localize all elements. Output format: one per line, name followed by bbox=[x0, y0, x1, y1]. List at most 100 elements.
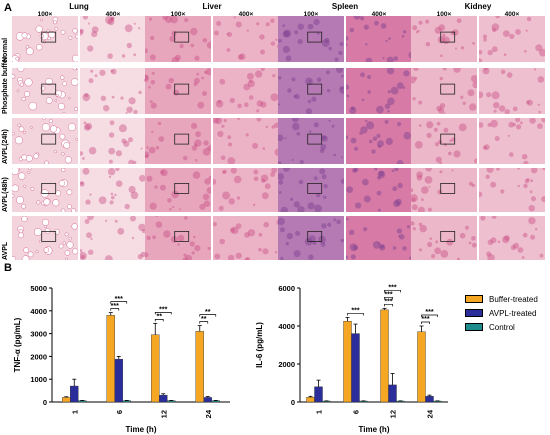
y-tick-label: 2000 bbox=[30, 352, 47, 361]
significance-bracket bbox=[421, 314, 438, 317]
bar-buffer-treated bbox=[62, 397, 71, 403]
bar-avpl-treated bbox=[203, 397, 212, 403]
histology-image bbox=[12, 118, 78, 164]
bar-control bbox=[78, 400, 87, 403]
histology-image bbox=[213, 168, 279, 212]
x-tick-label: 24 bbox=[204, 409, 213, 418]
histology-image bbox=[479, 168, 545, 212]
significance-label: *** bbox=[351, 308, 359, 315]
bar-avpl-treated bbox=[70, 385, 79, 403]
row-label: AVPL(24h) bbox=[2, 129, 9, 164]
histology-image bbox=[479, 118, 545, 164]
legend-swatch-control bbox=[465, 323, 483, 331]
legend-item-avpl: AVPL-treated bbox=[465, 306, 538, 320]
histology-image bbox=[278, 118, 344, 164]
histology-image bbox=[12, 216, 78, 260]
legend-item-buffer: Buffer-treated bbox=[465, 292, 538, 306]
y-tick-label: 6000 bbox=[278, 284, 295, 293]
magnification-label: 400× bbox=[105, 11, 121, 18]
significance-bracket bbox=[154, 311, 172, 315]
histology-image bbox=[411, 118, 477, 164]
significance-label: *** bbox=[115, 296, 123, 303]
y-tick-label: 5000 bbox=[30, 284, 47, 293]
magnification-label: 100× bbox=[37, 11, 53, 18]
histology-image bbox=[411, 168, 477, 212]
significance-label: *** bbox=[111, 303, 119, 310]
histology-image bbox=[346, 16, 412, 62]
y-axis-label: TNF-α (pg/mL) bbox=[13, 317, 22, 372]
bar-control bbox=[122, 400, 131, 403]
x-tick-label: 1 bbox=[70, 410, 79, 414]
histology-image bbox=[411, 216, 477, 260]
cytokine-charts: 0 1000 2000 3000 4000 5000 TNF-α (pg/mL) Time (… bbox=[13, 284, 448, 434]
significance-bracket bbox=[384, 303, 393, 307]
organ-title: Kidney bbox=[464, 2, 492, 11]
y-tick-label: 3000 bbox=[30, 330, 47, 339]
significance-label: *** bbox=[384, 299, 392, 306]
x-axis-label: Time (h) bbox=[126, 425, 157, 434]
x-tick-label: 6 bbox=[115, 410, 124, 414]
bar-avpl-treated bbox=[425, 396, 434, 403]
histology-image bbox=[278, 68, 344, 114]
panel-b-letter: B bbox=[4, 262, 12, 274]
bar-control bbox=[167, 400, 176, 403]
histology-image bbox=[12, 168, 78, 212]
histology-image bbox=[145, 16, 211, 62]
y-tick-label: 4000 bbox=[278, 322, 295, 331]
significance-label: *** bbox=[384, 292, 392, 299]
magnification-label: 100× bbox=[303, 11, 319, 18]
legend-label-buffer: Buffer-treated bbox=[489, 294, 538, 304]
bar-buffer-treated bbox=[151, 334, 160, 403]
significance-label: *** bbox=[388, 285, 396, 292]
histology-image bbox=[80, 16, 146, 62]
histology-image bbox=[411, 68, 477, 114]
histology-image bbox=[145, 168, 211, 212]
x-tick-label: 24 bbox=[426, 409, 435, 418]
histology-image bbox=[145, 118, 211, 164]
organ-title: Spleen bbox=[331, 2, 359, 11]
x-tick-label: 6 bbox=[352, 410, 361, 414]
y-tick-label: 2000 bbox=[278, 360, 295, 369]
significance-label: ** bbox=[201, 316, 207, 323]
bar-avpl-treated bbox=[159, 394, 168, 403]
significance-label: ** bbox=[205, 309, 211, 316]
histology-image bbox=[213, 216, 279, 260]
legend-label-control: Control bbox=[489, 322, 515, 332]
histology-image bbox=[80, 216, 146, 260]
bar-buffer-treated bbox=[306, 397, 315, 403]
y-tick-label: 1000 bbox=[30, 375, 47, 384]
histology-image bbox=[278, 16, 344, 62]
chart-legend: Buffer-treated AVPL-treated Control bbox=[465, 292, 538, 334]
organ-title: Lung bbox=[69, 2, 89, 11]
histology-image bbox=[346, 216, 412, 260]
histology-image bbox=[80, 68, 146, 114]
histology-image bbox=[12, 16, 78, 62]
bar-buffer-treated bbox=[343, 321, 352, 403]
significance-bracket bbox=[110, 301, 128, 304]
histology-image bbox=[80, 118, 146, 164]
bar-avpl-treated bbox=[388, 384, 397, 403]
magnification-label: 400× bbox=[371, 11, 387, 18]
significance-bracket bbox=[154, 318, 164, 322]
y-axis-label: IL-6 (pg/mL) bbox=[255, 322, 264, 368]
bar-buffer-treated bbox=[195, 331, 204, 403]
histology-image bbox=[411, 16, 477, 62]
histology-image bbox=[479, 216, 545, 260]
bar-avpl-treated bbox=[351, 333, 360, 403]
histology-image bbox=[278, 216, 344, 260]
histology-image bbox=[213, 68, 279, 114]
y-tick-label: 0 bbox=[291, 398, 295, 407]
bar-buffer-treated bbox=[106, 315, 115, 403]
histology-image bbox=[479, 68, 545, 114]
histology-image bbox=[346, 118, 412, 164]
histology-image bbox=[346, 168, 412, 212]
significance-bracket bbox=[199, 321, 209, 324]
histology-image bbox=[278, 168, 344, 212]
bar-buffer-treated bbox=[380, 309, 389, 403]
bar-avpl-treated bbox=[114, 358, 123, 403]
bar-avpl-treated bbox=[314, 386, 323, 403]
significance-label: ** bbox=[157, 314, 163, 321]
legend-label-avpl: AVPL-treated bbox=[489, 308, 537, 318]
significance-bracket bbox=[384, 289, 401, 293]
y-tick-label: 0 bbox=[43, 398, 47, 407]
